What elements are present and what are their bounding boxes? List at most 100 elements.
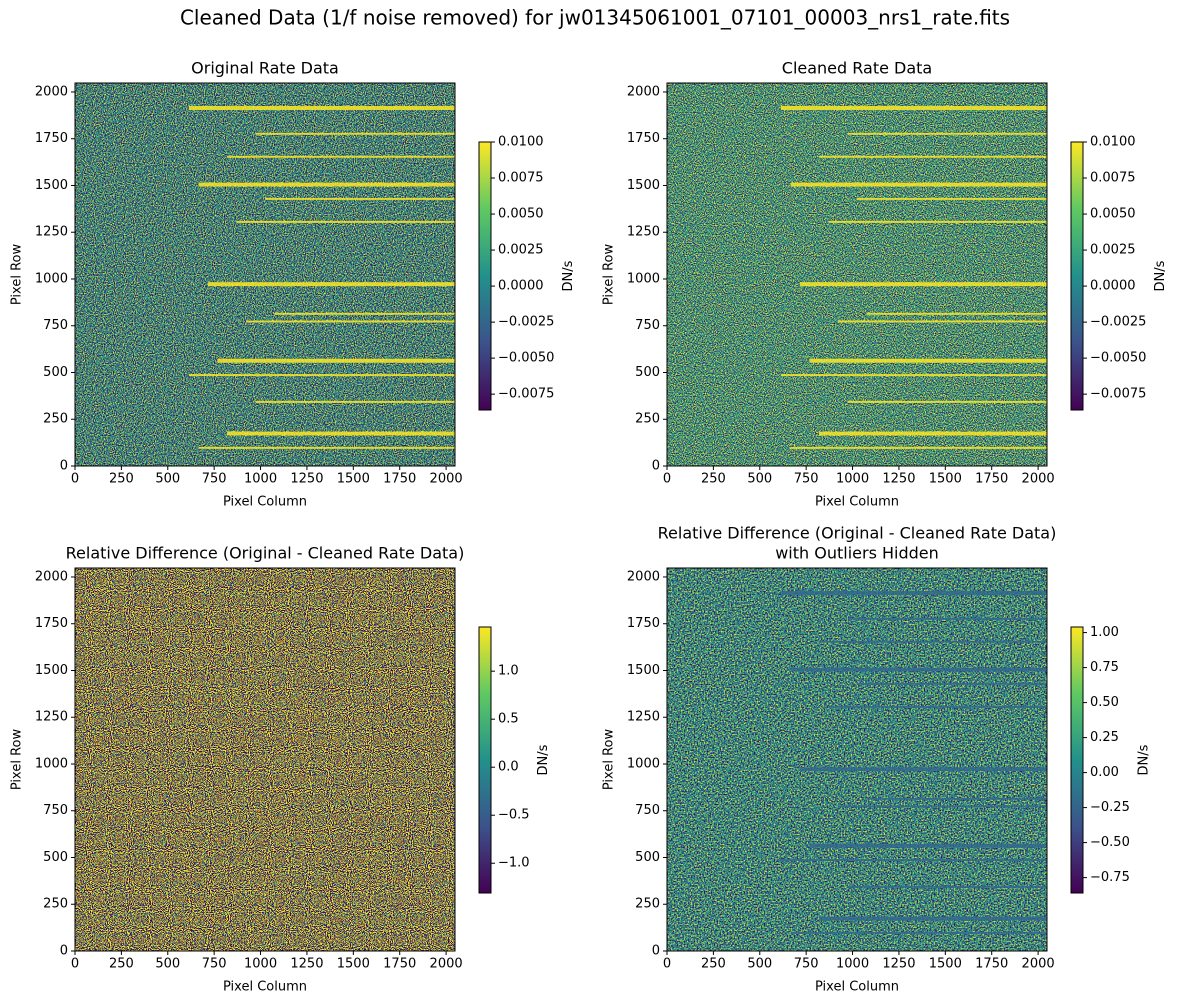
x-tick-label: 500	[155, 957, 180, 972]
panel-title: Relative Difference (Original - Cleaned …	[658, 524, 1057, 543]
y-tick-label: 750	[43, 318, 68, 333]
spectral-trace	[227, 155, 455, 158]
colorbar-tick-label: −0.0025	[1090, 315, 1146, 330]
x-axis-label: Pixel Column	[815, 980, 899, 995]
colorbar-tick-label: 0.00	[1090, 765, 1119, 780]
colorbar-tick-label: −0.75	[1090, 870, 1130, 885]
y-tick-label: 0	[60, 944, 68, 959]
colorbar-tick-label: 0.25	[1090, 730, 1119, 745]
colorbar	[478, 141, 492, 411]
spectral-trace	[790, 931, 1047, 934]
colorbar-tick-label: −0.25	[1090, 800, 1130, 815]
spectral-trace	[809, 843, 1047, 848]
x-tick-label: 2000	[1022, 957, 1055, 972]
spectral-trace	[208, 282, 455, 287]
spectral-trace	[781, 859, 1047, 862]
x-tick-label: 1000	[244, 472, 277, 487]
spectral-trace	[800, 767, 1047, 772]
colorbar-tick-label: 0.0	[498, 760, 519, 775]
x-tick-label: 1750	[975, 472, 1008, 487]
y-tick-label: 250	[635, 412, 660, 427]
colorbar-tick-label: −0.5	[498, 808, 530, 823]
y-tick-label: 250	[43, 897, 68, 912]
x-tick-label: 1250	[290, 472, 323, 487]
colorbar-tick-label: 0.0100	[498, 135, 544, 150]
colorbar-tick-label: −0.50	[1090, 835, 1130, 850]
x-tick-label: 0	[71, 472, 79, 487]
y-tick-label: 1750	[627, 616, 660, 631]
y-tick-label: 500	[635, 365, 660, 380]
x-tick-label: 1750	[975, 957, 1008, 972]
x-axis-label: Pixel Column	[815, 495, 899, 510]
y-tick-label: 1750	[35, 131, 68, 146]
y-tick-label: 500	[635, 850, 660, 865]
y-tick-label: 1000	[627, 756, 660, 771]
x-tick-label: 250	[701, 957, 726, 972]
axes-frame	[74, 567, 456, 952]
x-tick-label: 0	[663, 957, 671, 972]
y-tick-label: 1750	[35, 616, 68, 631]
x-tick-label: 750	[202, 957, 227, 972]
spectral-trace	[828, 220, 1047, 223]
y-tick-label: 1250	[627, 710, 660, 725]
image	[75, 83, 455, 466]
spectral-trace	[790, 182, 1047, 187]
image-pixels	[75, 83, 455, 466]
y-tick-label: 2000	[627, 84, 660, 99]
spectral-trace	[819, 431, 1047, 436]
spectral-trace	[781, 374, 1047, 377]
x-tick-label: 750	[794, 957, 819, 972]
y-tick-label: 1500	[627, 663, 660, 678]
colorbar-tick-label: 0.0025	[498, 243, 544, 258]
colorbar-label: DN/s	[1136, 744, 1151, 775]
colorbar-tick-label: 0.75	[1090, 660, 1119, 675]
spectral-trace	[847, 617, 1047, 620]
x-tick-label: 250	[109, 472, 134, 487]
spectral-trace	[217, 358, 455, 363]
x-tick-label: 1250	[882, 957, 915, 972]
colorbar	[1070, 626, 1084, 894]
x-tick-label: 2000	[1022, 472, 1055, 487]
x-tick-label: 1000	[244, 957, 277, 972]
spectral-trace	[866, 797, 1047, 800]
colorbar-tick-label: −0.0050	[498, 351, 554, 366]
x-tick-label: 1500	[337, 472, 370, 487]
y-tick-label: 250	[43, 412, 68, 427]
y-tick-label: 1000	[35, 756, 68, 771]
spectral-trace	[790, 667, 1047, 672]
spectral-trace	[198, 182, 455, 187]
x-tick-label: 750	[202, 472, 227, 487]
image-pixels	[667, 568, 1047, 951]
x-tick-label: 750	[794, 472, 819, 487]
spectral-trace	[274, 312, 455, 315]
x-axis-label: Pixel Column	[223, 495, 307, 510]
spectral-trace	[265, 197, 455, 200]
y-tick-label: 750	[635, 318, 660, 333]
spectral-trace	[198, 446, 455, 449]
spectral-trace	[189, 374, 455, 377]
x-tick-label: 0	[663, 472, 671, 487]
x-tick-label: 1250	[882, 472, 915, 487]
colorbar-tick-label: −0.0075	[498, 387, 554, 402]
y-tick-label: 0	[60, 459, 68, 474]
colorbar-tick-label: 0.0075	[498, 171, 544, 186]
y-tick-label: 0	[652, 944, 660, 959]
spectral-trace	[847, 132, 1047, 135]
colorbar-tick-label: 0.0000	[498, 279, 544, 294]
x-tick-label: 250	[109, 957, 134, 972]
colorbar	[478, 626, 492, 894]
spectral-trace	[189, 105, 455, 110]
x-tick-label: 1500	[337, 957, 370, 972]
colorbar-tick-label: −0.0075	[1090, 387, 1146, 402]
image	[667, 568, 1047, 951]
colorbar-tick-label: 0.0050	[498, 207, 544, 222]
y-axis-label: Pixel Row	[10, 729, 25, 791]
image-pixels	[75, 568, 455, 951]
spectral-trace	[819, 640, 1047, 643]
image-pixels	[667, 83, 1047, 466]
suptitle: Cleaned Data (1/f noise removed) for jw0…	[180, 6, 1010, 30]
axes-frame	[74, 82, 456, 467]
colorbar-tick-label: −0.0025	[498, 315, 554, 330]
y-tick-label: 1500	[35, 663, 68, 678]
y-tick-label: 2000	[35, 84, 68, 99]
